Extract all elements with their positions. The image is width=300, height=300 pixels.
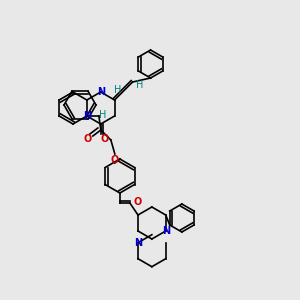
- Text: O: O: [84, 134, 92, 144]
- Text: H: H: [136, 80, 143, 90]
- Text: O: O: [100, 134, 109, 144]
- Text: N: N: [83, 111, 91, 121]
- Text: O: O: [134, 197, 142, 207]
- Text: N: N: [162, 226, 170, 236]
- Text: O: O: [111, 155, 119, 165]
- Text: N: N: [134, 238, 142, 248]
- Text: N: N: [97, 87, 105, 97]
- Text: H: H: [114, 85, 121, 95]
- Text: H: H: [99, 110, 106, 120]
